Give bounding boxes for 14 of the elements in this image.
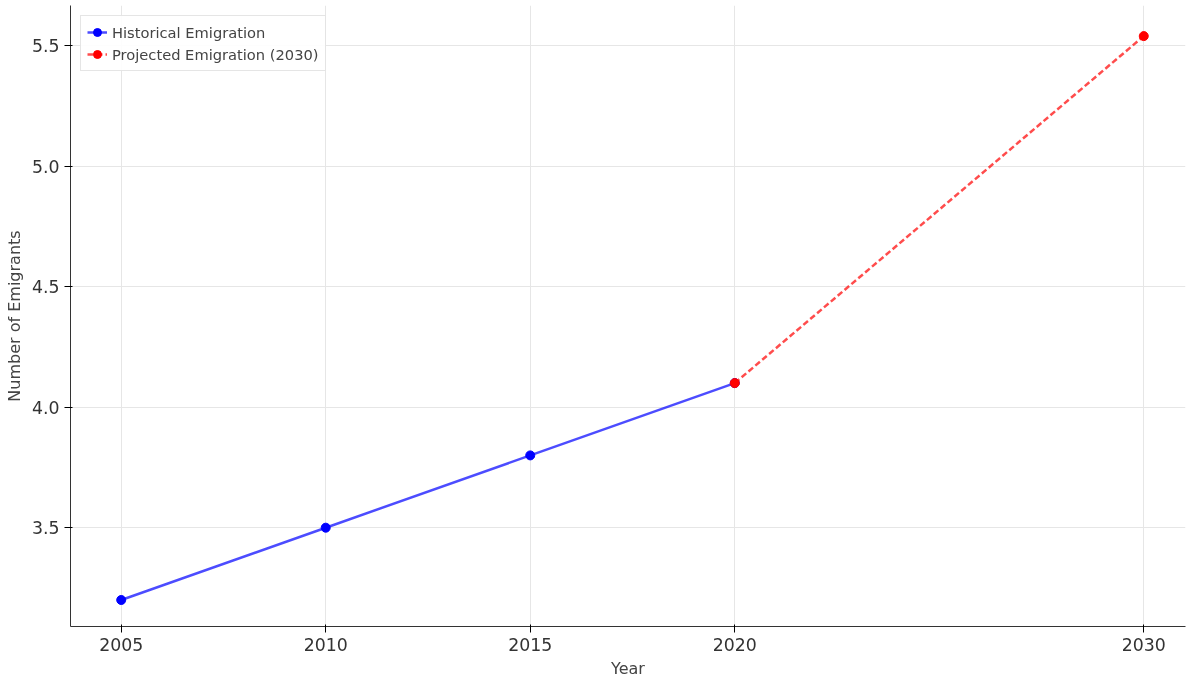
y-tick-label: 4.5 (31, 277, 60, 298)
y-tick-label: 5.5 (31, 36, 60, 57)
legend-label: Projected Emigration (2030) (112, 45, 319, 63)
x-tick-label: 2005 (99, 634, 144, 655)
x-tick-label: 2020 (712, 634, 757, 655)
x-tick-label: 2015 (508, 634, 553, 655)
legend-label: Historical Emigration (112, 23, 266, 41)
y-tick-label: 5.0 (31, 156, 60, 177)
x-tick-label: 2030 (1121, 634, 1166, 655)
y-tick-label: 3.5 (31, 518, 60, 539)
x-axis-title: Year (610, 658, 646, 678)
y-axis-title: Number of Emigrants (4, 230, 24, 402)
x-tick-label: 2010 (303, 634, 348, 655)
y-tick-label: 4.0 (31, 397, 60, 418)
